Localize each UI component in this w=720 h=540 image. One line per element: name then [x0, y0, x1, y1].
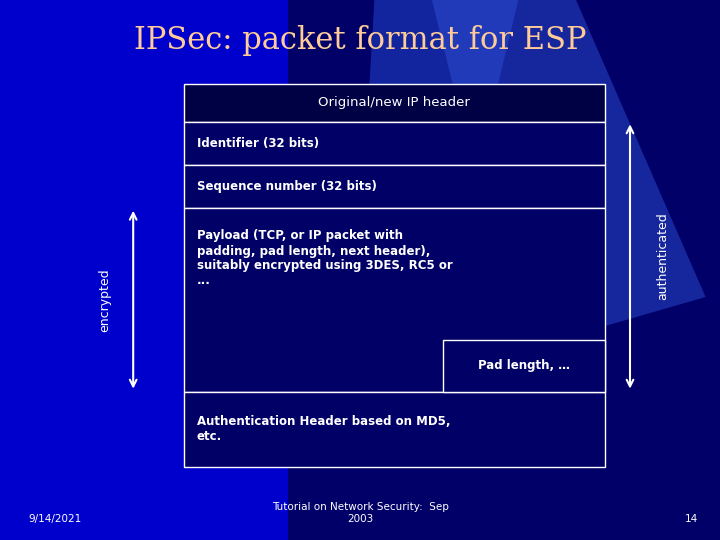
Text: 9/14/2021: 9/14/2021: [29, 514, 82, 524]
Text: Payload (TCP, or IP packet with
padding, pad length, next header),
suitably encr: Payload (TCP, or IP packet with padding,…: [197, 230, 452, 287]
Text: Identifier (32 bits): Identifier (32 bits): [197, 137, 319, 150]
Bar: [184, 392, 605, 467]
Text: 14: 14: [685, 514, 698, 524]
Text: Pad length, …: Pad length, …: [478, 359, 570, 373]
Text: Sequence number (32 bits): Sequence number (32 bits): [197, 180, 377, 193]
Text: authenticated: authenticated: [656, 213, 669, 300]
Polygon shape: [432, 0, 706, 351]
Text: IPSec: packet format for ESP: IPSec: packet format for ESP: [134, 25, 586, 56]
Bar: [184, 208, 605, 392]
Polygon shape: [360, 0, 518, 297]
Bar: [184, 165, 605, 208]
Polygon shape: [288, 0, 720, 540]
Text: Authentication Header based on MD5,
etc.: Authentication Header based on MD5, etc.: [197, 415, 450, 443]
Text: encrypted: encrypted: [98, 268, 111, 332]
Text: Tutorial on Network Security:  Sep
2003: Tutorial on Network Security: Sep 2003: [271, 502, 449, 524]
Bar: [184, 84, 605, 122]
Text: Original/new IP header: Original/new IP header: [318, 96, 470, 109]
Bar: [443, 340, 605, 392]
Bar: [184, 122, 605, 165]
